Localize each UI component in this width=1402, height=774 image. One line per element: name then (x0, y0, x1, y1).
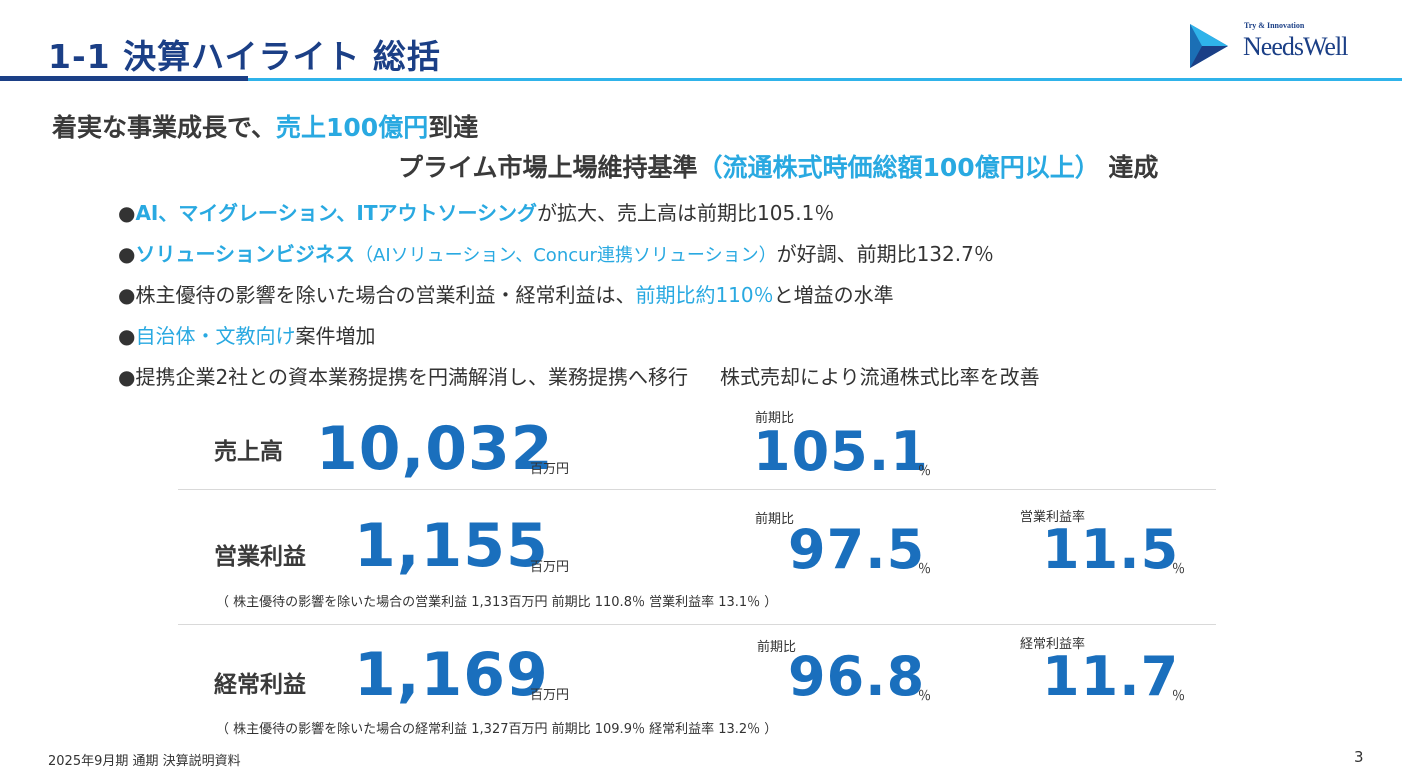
operating-margin-value: 11.5 (1042, 518, 1180, 581)
bullet-mark: ● (118, 324, 136, 348)
ordinary-income-label: 経常利益 (214, 672, 306, 698)
footer-document-title: 2025年9月期 通期 決算説明資料 (48, 754, 241, 769)
bullet-list: ●AI、マイグレーション、ITアウトソーシングが拡大、売上高は前期比105.1％… (118, 196, 1040, 401)
kpi-divider (178, 489, 1216, 490)
operating-income-unit: 百万円 (530, 560, 570, 575)
bullet-text: 株式売却により流通株式比率を改善 (719, 365, 1040, 389)
sales-unit: 百万円 (530, 462, 570, 477)
headline-line-2: プライム市場上場維持基準（流通株式時価総額100億円以上） 達成 (398, 148, 1158, 184)
bullet-item: ●自治体・文教向け案件増加 (118, 319, 1040, 360)
ordinary-income-unit: 百万円 (530, 688, 570, 703)
ordinary-income-value: 1,169 (354, 640, 549, 710)
ordinary-note: （ 株主優待の影響を除いた場合の経常利益 1,327百万円 前期比 109.9％… (216, 722, 778, 737)
operating-margin-unit: ％ (1172, 562, 1186, 577)
sales-label: 売上高 (214, 439, 283, 465)
bullet-mark: ● (118, 242, 136, 266)
headline-text: 着実な事業成長で、 (52, 113, 277, 142)
bullet-mark: ● (118, 283, 136, 307)
sales-value: 10,032 (316, 414, 554, 484)
ordinary-yoy-unit: ％ (918, 689, 932, 704)
headline-line-1: 着実な事業成長で、売上100億円到達 (52, 108, 478, 144)
ordinary-margin-value: 11.7 (1042, 645, 1180, 708)
bullet-text: と増益の水準 (773, 283, 894, 307)
headline-accent: 売上100億円 (276, 113, 429, 142)
bullet-item: ●ソリューションビジネス（AIソリューション、Concur連携ソリューション）が… (118, 237, 1040, 278)
bullet-note: （AIソリューション、Concur連携ソリューション） (355, 245, 777, 266)
bullet-item: ●提携企業2社との資本業務提携を円満解消し、業務提携へ移行 株式売却により流通株式… (118, 360, 1040, 401)
bullet-text: 提携企業2社との資本業務提携を円満解消し、業務提携へ移行 (135, 365, 688, 389)
bullet-accent: ソリューションビジネス (135, 242, 356, 266)
slide-title: 1-1 決算ハイライト 総括 (48, 37, 441, 76)
operating-yoy-label: 前期比 (755, 512, 795, 527)
operating-margin-label: 営業利益率 (1020, 510, 1086, 525)
needswell-logo-icon (1190, 24, 1228, 68)
headline-text: プライム市場上場維持基準 (398, 153, 698, 182)
logo-tagline: Try & Innovation (1244, 21, 1305, 30)
ordinary-yoy-label: 前期比 (757, 640, 797, 655)
headline-accent: （流通株式時価総額100億円以上） (697, 153, 1100, 182)
ordinary-margin-label: 経常利益率 (1020, 637, 1086, 652)
title-underline-accent (0, 76, 248, 81)
bullet-text: 株主優待の影響を除いた場合の営業利益・経常利益は、 (135, 283, 636, 307)
ordinary-yoy-value: 96.8 (788, 645, 926, 708)
bullet-accent: AI、マイグレーション、ITアウトソーシング (135, 201, 538, 225)
sales-yoy-unit: ％ (918, 464, 932, 479)
page-number: 3 (1354, 748, 1364, 766)
sales-yoy-label: 前期比 (755, 411, 795, 426)
ordinary-margin-unit: ％ (1172, 689, 1186, 704)
operating-note: （ 株主優待の影響を除いた場合の営業利益 1,313百万円 前期比 110.8％… (216, 595, 778, 610)
bullet-text: 案件増加 (295, 324, 376, 348)
sales-yoy-value: 105.1 (753, 420, 929, 483)
operating-yoy-value: 97.5 (788, 518, 926, 581)
operating-yoy-unit: ％ (918, 562, 932, 577)
kpi-divider (178, 624, 1216, 625)
title-underline-rule (248, 78, 1402, 81)
bullet-text: が拡大、売上高は前期比105.1％ (537, 201, 835, 225)
bullet-mark: ● (118, 201, 136, 225)
bullet-accent: 前期比約110％ (635, 283, 774, 307)
logo-name: NeedsWell (1243, 32, 1348, 61)
operating-income-label: 営業利益 (214, 544, 306, 570)
bullet-accent: 自治体・文教向け (135, 324, 296, 348)
operating-income-value: 1,155 (354, 511, 549, 581)
headline-text: 到達 (428, 113, 479, 142)
bullet-item: ●AI、マイグレーション、ITアウトソーシングが拡大、売上高は前期比105.1％ (118, 196, 1040, 237)
bullet-mark: ● (118, 365, 136, 389)
bullet-text: が好調、前期比132.7％ (776, 242, 994, 266)
headline-text: 達成 (1099, 153, 1159, 182)
bullet-item: ●株主優待の影響を除いた場合の営業利益・経常利益は、前期比約110％と増益の水準 (118, 278, 1040, 319)
